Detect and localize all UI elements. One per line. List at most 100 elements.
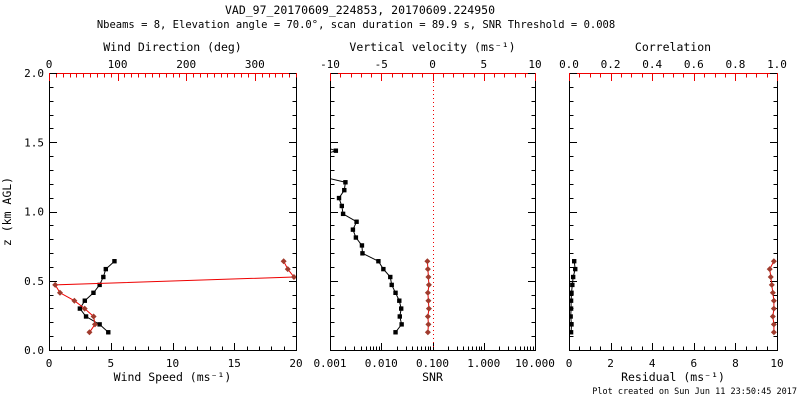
data-point: [103, 266, 109, 272]
wind-speed-line: [79, 260, 115, 333]
plot-credit: Plot created on Sun Jun 11 23:50:45 2017: [592, 387, 797, 397]
wind-y-tick-label: 0.0: [24, 344, 44, 357]
data-point: [359, 243, 365, 248]
wind-bottom-tick-label: 20: [289, 357, 302, 370]
snr-top-tick-label: -5: [375, 58, 388, 71]
wind-direction-markers: [52, 258, 296, 336]
data-point: [389, 282, 394, 288]
snr-bottom-tick-label: 10.000: [515, 357, 555, 370]
data-point: [91, 290, 96, 295]
data-point: [71, 297, 78, 304]
data-point: [424, 329, 431, 336]
wind-top-tick-label: 300: [245, 58, 265, 71]
data-point: [424, 313, 431, 320]
data-point: [342, 187, 347, 193]
data-point: [77, 306, 83, 311]
wind-speed-series: [77, 259, 117, 335]
correlation-line: [769, 260, 775, 333]
vertical-velocity-markers: [424, 258, 432, 336]
data-point: [106, 330, 111, 335]
data-point: [770, 329, 777, 336]
data-point: [101, 274, 106, 280]
quality-frame: [569, 73, 778, 351]
data-point: [573, 266, 578, 272]
data-point: [570, 274, 576, 280]
data-point: [90, 313, 97, 320]
data-point: [424, 289, 431, 296]
data-point: [112, 259, 117, 264]
wind-y-tick-label: 0.5: [24, 275, 44, 288]
snr-top-tick-label: -10: [320, 58, 340, 71]
data-point: [350, 227, 356, 232]
wind-direction-series: [52, 258, 296, 336]
data-point: [336, 195, 342, 201]
snr-bottom-tick-label: 1.000: [467, 357, 500, 370]
wind-panel: 0 5 10 15 20 Wind Speed (ms⁻¹) 0 100 200 300 Wind …: [0, 40, 303, 384]
quality-bottom-tick-label: 0: [566, 357, 573, 370]
data-point: [770, 321, 777, 328]
data-point: [284, 266, 291, 273]
quality-top-tick-label: 0.4: [642, 58, 662, 71]
quality-top-axis-title: Correlation: [635, 40, 711, 54]
correlation-series: [766, 258, 777, 336]
data-point: [569, 330, 574, 335]
data-point: [569, 314, 573, 319]
snr-frame: [330, 73, 536, 351]
snr-top-tick-label: 5: [480, 58, 487, 71]
data-point: [397, 298, 402, 303]
snr-bottom-tick-label: 0.001: [313, 357, 346, 370]
figure-subtitle: Nbeams = 8, Elevation angle = 70.0°, sca…: [97, 19, 615, 31]
data-point: [97, 282, 102, 288]
data-point: [388, 274, 393, 280]
data-point: [81, 305, 88, 312]
quality-top-tick-label: 0.2: [601, 58, 621, 71]
snr-ticks: [330, 73, 536, 351]
data-point: [56, 289, 63, 296]
data-point: [280, 258, 287, 265]
data-point: [398, 306, 404, 311]
wind-bottom-tick-label: 0: [46, 357, 53, 370]
data-point: [354, 219, 359, 224]
quality-bottom-tick-label: 8: [732, 357, 739, 370]
wind-top-axis-title: Wind Direction (deg): [103, 40, 241, 54]
wind-bottom-tick-label: 15: [228, 357, 241, 370]
quality-bottom-tick-label: 2: [607, 357, 614, 370]
residual-series: [569, 259, 578, 335]
data-point: [353, 235, 359, 240]
data-point: [290, 274, 296, 281]
data-point: [340, 211, 346, 217]
quality-top-tick-label: 1.0: [767, 58, 787, 71]
data-point: [333, 148, 339, 153]
quality-bottom-tick-label: 10: [770, 357, 783, 370]
wind-ticks: [49, 73, 297, 351]
snr-top-tick-label: 10: [528, 58, 541, 71]
data-point: [424, 266, 431, 273]
y-axis-title: z (km AGL): [0, 177, 14, 246]
data-point: [52, 281, 59, 288]
snr-panel: 0.001 0.010 0.100 1.000 10.000 SNR -10 -5 0 5 10 Ve…: [313, 40, 555, 384]
data-point: [381, 266, 386, 272]
data-point: [83, 314, 89, 319]
data-point: [770, 297, 777, 304]
data-point: [86, 329, 93, 336]
vertical-velocity-line: [426, 261, 430, 333]
residual-line: [570, 261, 576, 333]
wind-y-tick-label: 1.0: [24, 206, 44, 219]
data-point: [399, 322, 404, 327]
data-point: [97, 322, 102, 327]
snr-bottom-axis-title: SNR: [422, 370, 443, 384]
snr-profile-markers: [333, 148, 404, 335]
quality-ticks: [569, 73, 778, 351]
quality-bottom-axis-title: Residual (ms⁻¹): [621, 370, 725, 384]
data-point: [770, 258, 777, 265]
data-point: [425, 281, 432, 288]
data-point: [425, 297, 432, 304]
data-point: [393, 330, 398, 335]
quality-top-tick-label: 0.0: [559, 58, 579, 71]
wind-y-tick-label: 2.0: [24, 67, 44, 80]
data-point: [572, 259, 577, 264]
quality-panel: 0 2 4 6 8 10 Residual (ms⁻¹) 0.0 0.2 0.4 0.6 0.8 1.0…: [559, 40, 787, 384]
quality-top-tick-label: 0.8: [725, 58, 745, 71]
figure-title: VAD_97_20170609_224853, 20170609.224950: [225, 3, 495, 17]
